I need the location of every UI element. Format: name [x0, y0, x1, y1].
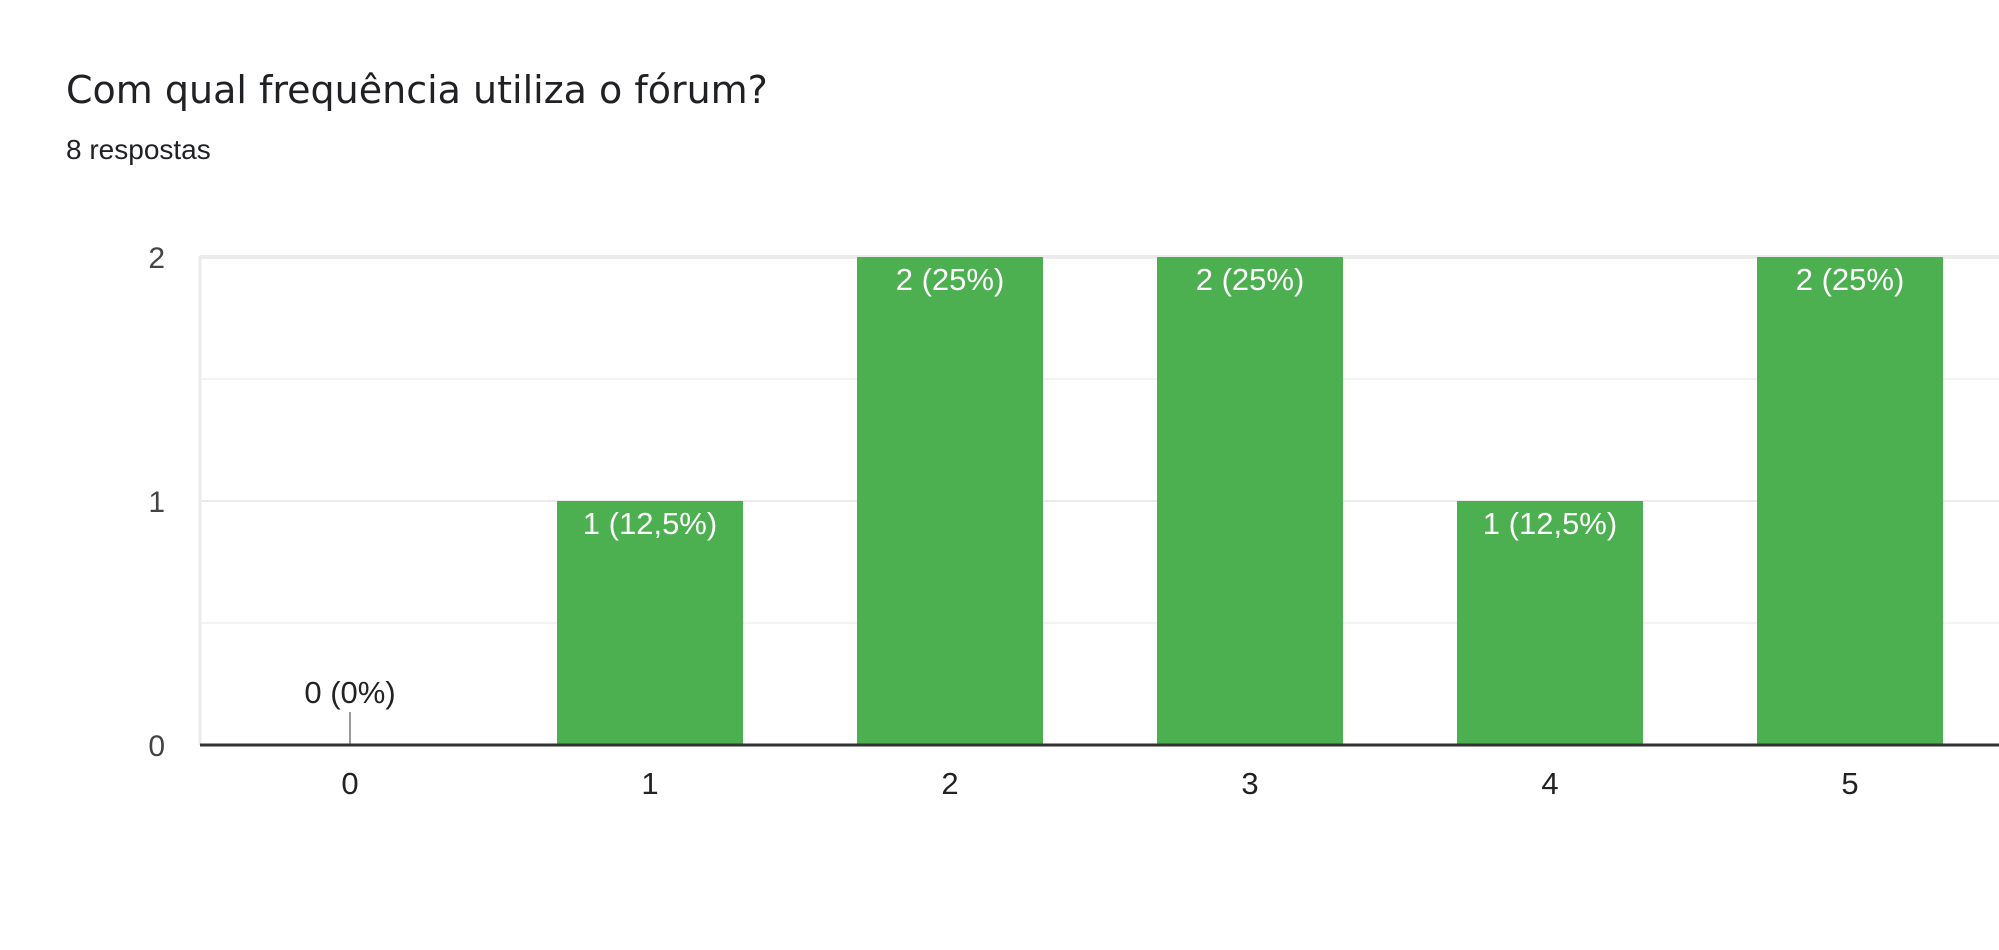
bar-2	[857, 257, 1043, 745]
bar-3	[1157, 257, 1343, 745]
x-tick-label: 2	[941, 766, 958, 801]
y-tick-label: 2	[148, 242, 165, 275]
y-tick-label: 1	[148, 486, 165, 519]
y-tick-label: 0	[148, 730, 165, 763]
data-label: 1 (12,5%)	[1483, 506, 1617, 541]
page-title: Com qual frequência utiliza o fórum?	[66, 68, 768, 112]
x-tick-label: 1	[641, 766, 658, 801]
x-tick-label: 3	[1241, 766, 1258, 801]
data-label: 2 (25%)	[1196, 262, 1305, 297]
data-label: 0 (0%)	[304, 675, 395, 710]
bar-5	[1757, 257, 1943, 745]
data-label: 1 (12,5%)	[583, 506, 717, 541]
response-count: 8 respostas	[66, 134, 211, 165]
data-label: 2 (25%)	[896, 262, 1005, 297]
labels: 0 1 2 0 (0%) 0 1 (12,5%) 1 2 (25%) 2 2 (25%) 3 1 (1…	[148, 242, 1904, 801]
bar-1	[557, 501, 743, 745]
bar-4	[1457, 501, 1643, 745]
grid-lines	[200, 255, 1999, 624]
axes	[198, 256, 1999, 747]
x-tick-label: 4	[1541, 766, 1558, 801]
data-label: 2 (25%)	[1796, 262, 1905, 297]
x-tick-label: 5	[1841, 766, 1858, 801]
bars	[349, 257, 1943, 745]
x-tick-label: 0	[341, 766, 358, 801]
